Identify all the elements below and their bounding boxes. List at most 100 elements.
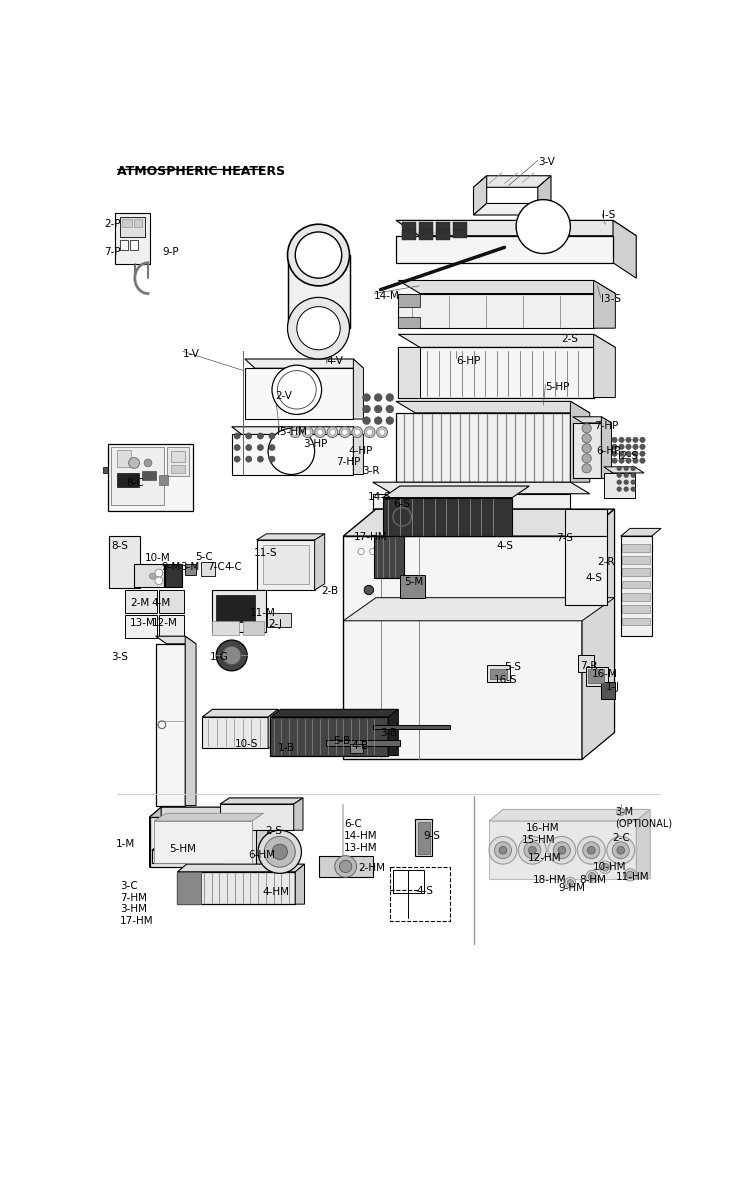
- Circle shape: [616, 480, 622, 484]
- Bar: [124, 590, 158, 613]
- Text: 3-HP: 3-HP: [303, 439, 327, 449]
- Bar: [178, 872, 201, 905]
- Polygon shape: [232, 435, 353, 474]
- Circle shape: [246, 445, 252, 451]
- Circle shape: [582, 443, 591, 453]
- Text: 8-C: 8-C: [126, 478, 144, 489]
- Bar: [400, 575, 424, 598]
- Polygon shape: [220, 798, 303, 804]
- Polygon shape: [636, 809, 650, 878]
- Bar: [122, 219, 132, 227]
- Polygon shape: [244, 358, 364, 368]
- Bar: [453, 222, 467, 229]
- Text: 16-M: 16-M: [592, 669, 618, 679]
- Circle shape: [363, 405, 370, 413]
- Text: 18-HM: 18-HM: [533, 875, 567, 885]
- Circle shape: [268, 428, 315, 474]
- Circle shape: [258, 831, 302, 874]
- Bar: [178, 872, 296, 905]
- Circle shape: [386, 417, 394, 424]
- Polygon shape: [220, 804, 294, 831]
- Circle shape: [257, 433, 263, 439]
- Text: 13-M: 13-M: [130, 619, 156, 629]
- Polygon shape: [256, 534, 325, 540]
- Bar: [602, 682, 615, 699]
- Polygon shape: [604, 467, 644, 473]
- Bar: [152, 851, 222, 863]
- Bar: [490, 668, 507, 679]
- Text: 10-HM: 10-HM: [592, 862, 626, 872]
- Polygon shape: [373, 509, 590, 521]
- Circle shape: [548, 836, 576, 864]
- Circle shape: [619, 445, 624, 449]
- Text: 6-HM: 6-HM: [248, 851, 275, 860]
- Circle shape: [264, 836, 296, 868]
- Polygon shape: [287, 255, 350, 329]
- Text: 2-HM: 2-HM: [358, 863, 385, 872]
- Polygon shape: [344, 509, 614, 537]
- Circle shape: [386, 405, 394, 413]
- Polygon shape: [398, 317, 420, 329]
- Bar: [202, 717, 268, 748]
- Polygon shape: [622, 544, 650, 552]
- Polygon shape: [268, 710, 278, 748]
- Text: 16-HM: 16-HM: [526, 822, 559, 833]
- Text: 1-M: 1-M: [116, 839, 136, 848]
- Text: 2-P: 2-P: [104, 219, 122, 229]
- Polygon shape: [296, 864, 304, 905]
- Text: 14-HM: 14-HM: [344, 831, 378, 841]
- Text: 2-J: 2-J: [268, 619, 282, 630]
- Circle shape: [216, 641, 248, 670]
- Bar: [578, 655, 594, 673]
- Polygon shape: [344, 598, 614, 620]
- Circle shape: [633, 458, 638, 464]
- Bar: [453, 231, 467, 238]
- Circle shape: [516, 200, 570, 253]
- Polygon shape: [373, 483, 590, 494]
- Bar: [171, 452, 185, 462]
- Polygon shape: [185, 636, 196, 805]
- Circle shape: [586, 870, 598, 883]
- Circle shape: [129, 458, 140, 468]
- Circle shape: [363, 417, 370, 424]
- Circle shape: [144, 459, 152, 467]
- Polygon shape: [538, 176, 551, 215]
- Polygon shape: [582, 509, 614, 759]
- Circle shape: [287, 298, 350, 358]
- Text: 6-HP: 6-HP: [596, 446, 620, 456]
- Circle shape: [624, 486, 628, 491]
- Circle shape: [631, 466, 635, 471]
- Bar: [159, 614, 184, 638]
- Polygon shape: [353, 427, 364, 474]
- Polygon shape: [473, 176, 551, 188]
- Text: 3-M
(OPTIONAL): 3-M (OPTIONAL): [615, 807, 673, 829]
- Circle shape: [626, 451, 632, 456]
- Polygon shape: [149, 807, 161, 868]
- Circle shape: [619, 458, 624, 464]
- Text: 2-S: 2-S: [265, 827, 282, 836]
- Circle shape: [334, 856, 356, 877]
- Text: 2-R: 2-R: [598, 557, 615, 566]
- Text: 7-S: 7-S: [556, 533, 573, 543]
- Text: 8-S: 8-S: [111, 541, 128, 551]
- Circle shape: [529, 846, 536, 854]
- Bar: [116, 213, 149, 264]
- Text: 9-M: 9-M: [161, 562, 181, 571]
- Text: 3-V: 3-V: [538, 158, 555, 167]
- Bar: [111, 447, 164, 504]
- Polygon shape: [398, 335, 615, 348]
- Polygon shape: [244, 368, 353, 419]
- Circle shape: [269, 433, 275, 439]
- Text: 1-V: 1-V: [183, 349, 200, 358]
- Text: 3-S: 3-S: [111, 651, 128, 662]
- Circle shape: [287, 225, 350, 286]
- Bar: [120, 240, 128, 250]
- Bar: [134, 219, 142, 227]
- Text: 4-M: 4-M: [152, 599, 171, 608]
- Bar: [117, 473, 139, 486]
- Text: 4-B: 4-B: [352, 741, 369, 750]
- Text: 11-HM: 11-HM: [616, 872, 650, 882]
- Polygon shape: [398, 294, 420, 329]
- Circle shape: [587, 846, 596, 854]
- Circle shape: [602, 863, 609, 871]
